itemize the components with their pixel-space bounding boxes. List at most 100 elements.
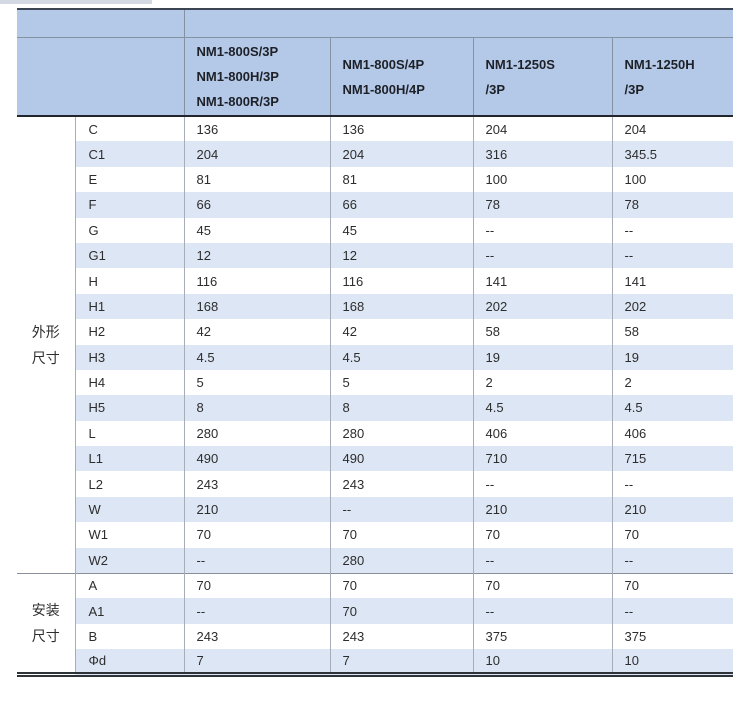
value-cell: 70 bbox=[183, 572, 330, 599]
value-cell: 12 bbox=[329, 242, 473, 269]
value-cell: 78 bbox=[611, 192, 733, 218]
value-cell: -- bbox=[472, 242, 612, 269]
table-row: H4 5 5 2 2 bbox=[17, 369, 733, 396]
header-col-nm1-1250s-3p: NM1-1250S /3P bbox=[472, 37, 612, 117]
value-cell: 210 bbox=[611, 496, 733, 523]
value-cell: 5 bbox=[329, 369, 473, 396]
value-cell: 70 bbox=[329, 598, 473, 624]
value-cell: 375 bbox=[472, 623, 612, 650]
table-row: W2 -- 280 -- -- bbox=[17, 547, 733, 574]
top-band-right-cell bbox=[183, 8, 733, 38]
table-row: 外形 尺寸 C 136 136 204 204 bbox=[17, 116, 733, 574]
table-header: NM1-800S/3P NM1-800H/3P NM1-800R/3P NM1-… bbox=[17, 8, 733, 117]
value-cell: 280 bbox=[183, 420, 330, 447]
section-label: 安装 尺寸 bbox=[17, 572, 75, 678]
value-cell: -- bbox=[611, 471, 733, 497]
value-cell: 66 bbox=[183, 192, 330, 218]
value-cell: 2 bbox=[611, 369, 733, 396]
section-outline-dimensions: 外形 尺寸 C 136 136 204 204 C1 204 204 316 345.5 E 81 81 1… bbox=[17, 116, 733, 574]
table-row: L2 243 243 -- -- bbox=[17, 471, 733, 497]
value-cell: 7 bbox=[329, 649, 473, 678]
value-cell: 2 bbox=[472, 369, 612, 396]
table-row: E 81 81 100 100 bbox=[17, 166, 733, 193]
value-cell: 66 bbox=[329, 192, 473, 218]
header-col-nm1-800-4p: NM1-800S/4P NM1-800H/4P bbox=[329, 37, 473, 117]
value-cell: 345.5 bbox=[611, 141, 733, 167]
screenshot-edge-artifact bbox=[0, 0, 152, 4]
value-cell: 10 bbox=[611, 649, 733, 678]
value-cell: 243 bbox=[183, 471, 330, 497]
value-cell: 168 bbox=[183, 293, 330, 320]
value-cell: 4.5 bbox=[472, 395, 612, 421]
table-row: C1 204 204 316 345.5 bbox=[17, 141, 733, 167]
value-cell: 70 bbox=[183, 522, 330, 548]
value-cell: 141 bbox=[611, 268, 733, 294]
value-cell: 100 bbox=[611, 166, 733, 193]
dimension-cell: Φd bbox=[74, 649, 184, 678]
dimension-cell: C bbox=[74, 116, 184, 142]
dimension-cell: A1 bbox=[74, 598, 184, 624]
dimension-cell: F bbox=[74, 192, 184, 218]
dimension-cell: H2 bbox=[74, 319, 184, 345]
dimension-cell: H4 bbox=[74, 369, 184, 396]
value-cell: -- bbox=[472, 598, 612, 624]
value-cell: 4.5 bbox=[183, 344, 330, 370]
value-cell: -- bbox=[472, 471, 612, 497]
value-cell: 715 bbox=[611, 446, 733, 472]
dimension-cell: H5 bbox=[74, 395, 184, 421]
value-cell: 70 bbox=[472, 572, 612, 599]
dimension-cell: L2 bbox=[74, 471, 184, 497]
table-row: L1 490 490 710 715 bbox=[17, 446, 733, 472]
dimension-cell: H bbox=[74, 268, 184, 294]
value-cell: 202 bbox=[611, 293, 733, 320]
table-row: H1 168 168 202 202 bbox=[17, 293, 733, 320]
value-cell: 406 bbox=[611, 420, 733, 447]
table-row: 安装 尺寸 A 70 70 70 70 bbox=[17, 572, 733, 678]
value-cell: 12 bbox=[183, 242, 330, 269]
dimension-cell: H1 bbox=[74, 293, 184, 320]
value-cell: -- bbox=[611, 242, 733, 269]
table-row: H3 4.5 4.5 19 19 bbox=[17, 344, 733, 370]
value-cell: 204 bbox=[472, 116, 612, 142]
table-row: F 66 66 78 78 bbox=[17, 192, 733, 218]
value-cell: -- bbox=[472, 547, 612, 574]
value-cell: -- bbox=[611, 598, 733, 624]
table-row: G1 12 12 -- -- bbox=[17, 242, 733, 269]
value-cell: 4.5 bbox=[329, 344, 473, 370]
value-cell: 136 bbox=[183, 116, 330, 142]
dimension-cell: L1 bbox=[74, 446, 184, 472]
value-cell: 58 bbox=[472, 319, 612, 345]
value-cell: 243 bbox=[329, 471, 473, 497]
value-cell: 81 bbox=[183, 166, 330, 193]
value-cell: 7 bbox=[183, 649, 330, 678]
value-cell: 70 bbox=[611, 572, 733, 599]
dimension-cell: A bbox=[74, 572, 184, 599]
value-cell: 204 bbox=[329, 141, 473, 167]
section-label: 外形 尺寸 bbox=[17, 116, 75, 574]
value-cell: 375 bbox=[611, 623, 733, 650]
value-cell: 168 bbox=[329, 293, 473, 320]
value-cell: 19 bbox=[472, 344, 612, 370]
value-cell: 210 bbox=[472, 496, 612, 523]
value-cell: 243 bbox=[183, 623, 330, 650]
value-cell: -- bbox=[611, 547, 733, 574]
dimension-cell: L bbox=[74, 420, 184, 447]
top-band-row bbox=[17, 8, 733, 38]
value-cell: 243 bbox=[329, 623, 473, 650]
dimension-spec-table: NM1-800S/3P NM1-800H/3P NM1-800R/3P NM1-… bbox=[17, 8, 733, 678]
value-cell: 81 bbox=[329, 166, 473, 193]
value-cell: 19 bbox=[611, 344, 733, 370]
value-cell: 141 bbox=[472, 268, 612, 294]
dimension-cell: W1 bbox=[74, 522, 184, 548]
dimension-cell: W bbox=[74, 496, 184, 523]
value-cell: 4.5 bbox=[611, 395, 733, 421]
value-cell: 42 bbox=[183, 319, 330, 345]
header-empty-cell bbox=[17, 37, 184, 117]
table-row: H5 8 8 4.5 4.5 bbox=[17, 395, 733, 421]
table-row: L 280 280 406 406 bbox=[17, 420, 733, 447]
dimension-cell: W2 bbox=[74, 547, 184, 574]
model-header-row: NM1-800S/3P NM1-800H/3P NM1-800R/3P NM1-… bbox=[17, 37, 733, 117]
value-cell: 210 bbox=[183, 496, 330, 523]
value-cell: 10 bbox=[472, 649, 612, 678]
value-cell: 204 bbox=[183, 141, 330, 167]
